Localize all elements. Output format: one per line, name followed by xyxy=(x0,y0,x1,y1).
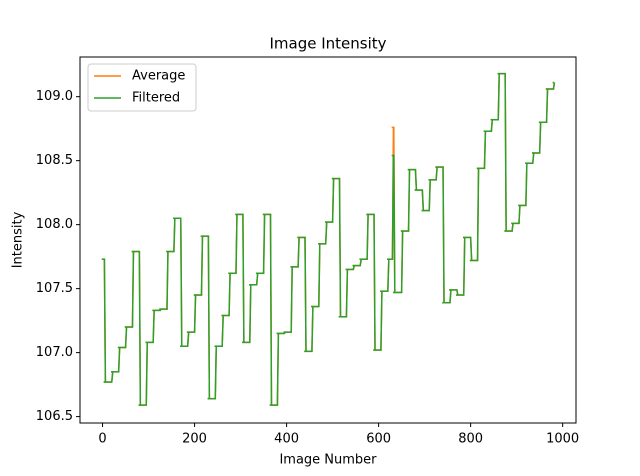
step-riser xyxy=(221,315,224,347)
y-axis-label: Intensity xyxy=(11,211,26,268)
step-riser xyxy=(518,205,521,224)
step-riser xyxy=(193,295,197,333)
step-riser xyxy=(456,289,459,296)
step-riser xyxy=(249,284,252,343)
step-riser xyxy=(449,289,452,303)
step-riser xyxy=(290,266,293,333)
step-riser xyxy=(262,214,266,274)
step-riser xyxy=(297,237,300,267)
step-riser xyxy=(131,251,135,328)
step-riser xyxy=(166,251,169,310)
step-riser xyxy=(538,122,542,154)
step-riser xyxy=(380,291,383,351)
step-riser xyxy=(525,163,528,206)
step-riser xyxy=(393,155,396,293)
step-riser xyxy=(180,218,183,347)
step-riser xyxy=(338,178,342,317)
step-riser xyxy=(359,259,362,266)
step-riser xyxy=(462,237,466,296)
step-riser xyxy=(373,214,376,351)
step-riser xyxy=(324,222,328,244)
step-riser xyxy=(545,88,549,123)
step-riser xyxy=(331,178,335,223)
step-riser xyxy=(186,332,190,347)
step-riser xyxy=(428,179,431,211)
step-riser xyxy=(276,333,280,406)
step-riser xyxy=(173,218,176,252)
x-tick-label: 600 xyxy=(366,432,391,447)
step-riser xyxy=(421,190,425,211)
step-riser xyxy=(311,306,314,352)
y-tick-label: 108.5 xyxy=(36,153,73,168)
step-riser xyxy=(483,131,487,169)
step-riser xyxy=(214,346,218,399)
legend-label: Filtered xyxy=(132,91,180,106)
chart-title: Image Intensity xyxy=(269,35,386,53)
plot-frame xyxy=(79,56,577,424)
step-riser xyxy=(414,169,418,191)
step-riser xyxy=(345,269,349,317)
step-riser xyxy=(442,167,445,303)
step-riser xyxy=(207,236,211,399)
step-riser xyxy=(400,231,404,293)
step-riser xyxy=(228,273,231,316)
y-tick-label: 108.0 xyxy=(36,217,73,232)
step-riser xyxy=(407,169,411,232)
step-riser xyxy=(504,73,507,232)
step-riser xyxy=(111,371,114,383)
x-tick-label: 400 xyxy=(274,432,299,447)
step-riser xyxy=(366,214,369,260)
step-riser xyxy=(552,82,556,90)
step-riser xyxy=(145,342,149,406)
y-tick-label: 109.0 xyxy=(36,89,73,104)
x-tick-label: 1000 xyxy=(546,432,579,447)
step-riser xyxy=(269,214,273,406)
step-riser xyxy=(242,214,245,343)
step-riser xyxy=(117,347,121,372)
x-tick-label: 800 xyxy=(458,432,483,447)
legend-label: Average xyxy=(132,69,185,84)
step-riser xyxy=(318,243,321,307)
x-tick-label: 0 xyxy=(98,432,106,447)
step-riser xyxy=(490,119,494,132)
step-riser xyxy=(200,236,204,296)
x-axis-label: Image Number xyxy=(279,453,377,468)
step-riser xyxy=(387,259,390,292)
step-riser xyxy=(532,152,535,164)
step-riser xyxy=(235,214,238,274)
step-riser xyxy=(103,259,107,383)
step-riser xyxy=(152,310,155,343)
y-tick-label: 106.5 xyxy=(36,409,73,424)
step-riser xyxy=(138,251,142,406)
y-tick-label: 107.0 xyxy=(36,345,73,360)
x-tick-label: 200 xyxy=(182,432,207,447)
series-average xyxy=(101,72,556,406)
step-riser xyxy=(476,168,480,261)
series-filtered xyxy=(101,72,556,406)
step-riser xyxy=(469,237,473,261)
step-riser xyxy=(497,73,500,120)
step-riser xyxy=(124,326,128,348)
y-tick-label: 107.5 xyxy=(36,281,73,296)
step-riser xyxy=(304,237,307,352)
step-riser xyxy=(435,166,438,180)
step-riser xyxy=(511,223,514,232)
step-riser xyxy=(255,273,259,285)
